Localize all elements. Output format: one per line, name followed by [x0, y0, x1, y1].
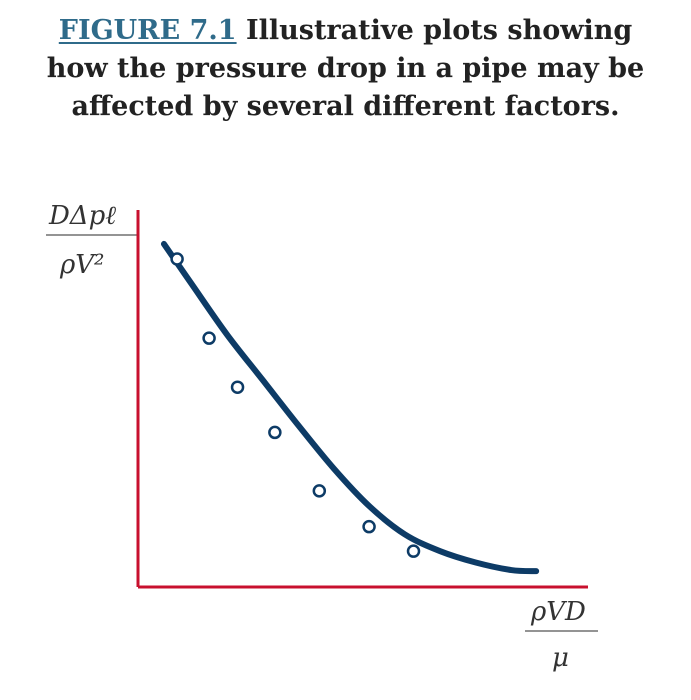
figure-caption-text: Illustrative plots showing how the press…	[46, 15, 645, 122]
data-point	[268, 425, 282, 440]
data-point	[202, 331, 216, 345]
figure-caption: FIGURE 7.1 Illustrative plots showing ho…	[40, 12, 651, 126]
y-axis-label-numerator: DΔpℓ	[48, 201, 116, 231]
y-axis-label: DΔpℓ ρV²	[46, 201, 138, 280]
data-point	[362, 519, 376, 534]
data-point	[312, 484, 327, 498]
data-points	[170, 252, 421, 558]
figure-label[interactable]: FIGURE 7.1	[58, 15, 237, 46]
x-axis-label: ρVD μ	[525, 597, 598, 673]
data-point	[170, 252, 184, 266]
trend-curve	[160, 240, 540, 575]
data-point	[230, 380, 245, 394]
data-point	[406, 544, 421, 558]
y-axis-label-denominator: ρV²	[59, 250, 104, 280]
x-axis-label-denominator: μ	[552, 643, 569, 673]
x-axis-label-numerator: ρVD	[530, 597, 586, 627]
